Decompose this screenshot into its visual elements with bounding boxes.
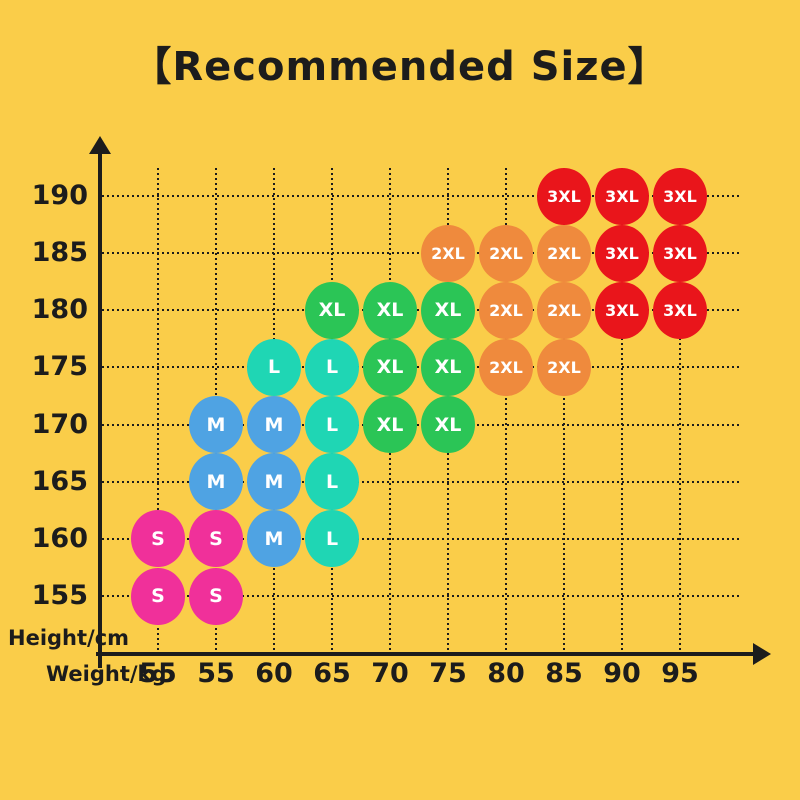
- height-axis-label: Height/cm: [8, 626, 130, 650]
- y-axis-arrowhead: [89, 136, 111, 154]
- y-tick-label: 190: [31, 180, 88, 211]
- x-tick-label: 90: [603, 658, 641, 689]
- chart-title: 【Recommended Size】: [131, 44, 669, 90]
- x-tick-label: 60: [255, 658, 293, 689]
- y-tick-label: 175: [31, 351, 88, 383]
- size-bubble: L: [247, 338, 301, 396]
- size-bubble: L: [305, 338, 359, 396]
- x-tick-label: 80: [487, 658, 525, 689]
- size-bubble: L: [305, 453, 359, 511]
- size-bubble: XL: [305, 281, 359, 339]
- y-tick-label: 180: [31, 294, 88, 326]
- y-tick-label: 185: [31, 237, 88, 269]
- x-tick-label: 70: [371, 658, 409, 689]
- size-bubble: 3XL: [653, 281, 707, 339]
- size-bubble: XL: [421, 396, 475, 454]
- y-axis: [98, 146, 102, 668]
- size-bubble: XL: [421, 281, 475, 339]
- size-bubble: 2XL: [537, 224, 591, 282]
- size-bubble: 3XL: [595, 167, 649, 225]
- size-bubble: XL: [421, 338, 475, 396]
- size-bubble: L: [305, 510, 359, 568]
- x-tick-label: 85: [545, 658, 583, 689]
- size-bubble: L: [305, 396, 359, 454]
- size-bubble: 2XL: [479, 281, 533, 339]
- size-bubble: M: [189, 396, 243, 454]
- size-bubble: 2XL: [479, 224, 533, 282]
- size-bubble: S: [131, 567, 185, 625]
- size-bubble: M: [247, 510, 301, 568]
- x-axis-arrowhead: [753, 643, 771, 665]
- x-tick-label: 75: [429, 658, 467, 689]
- size-bubble: M: [189, 453, 243, 511]
- size-bubble: S: [189, 510, 243, 568]
- size-bubble: 2XL: [537, 338, 591, 396]
- y-tick-label: 170: [31, 408, 88, 440]
- weight-axis-label: Weight/kg: [46, 662, 167, 686]
- size-bubble: S: [131, 510, 185, 568]
- size-bubble: XL: [363, 338, 417, 396]
- x-tick-label: 95: [661, 658, 699, 689]
- size-bubble: 3XL: [653, 167, 707, 225]
- x-axis: [96, 652, 754, 656]
- x-tick-label: 55: [197, 658, 235, 689]
- size-bubble: 2XL: [421, 224, 475, 282]
- x-tick-label: 55: [139, 658, 177, 689]
- size-bubble: 3XL: [537, 167, 591, 225]
- size-bubble: XL: [363, 281, 417, 339]
- size-bubble: M: [247, 396, 301, 454]
- y-tick-label: 165: [31, 465, 88, 497]
- size-bubble: 3XL: [653, 224, 707, 282]
- size-bubble: 2XL: [537, 281, 591, 339]
- size-bubble: 2XL: [479, 338, 533, 396]
- size-bubble: 3XL: [595, 281, 649, 339]
- size-bubble: XL: [363, 396, 417, 454]
- y-tick-label: 160: [31, 522, 88, 554]
- x-tick-label: 65: [313, 658, 351, 689]
- size-bubble: S: [189, 567, 243, 625]
- size-bubble: 3XL: [595, 224, 649, 282]
- y-tick-label: 155: [31, 580, 88, 612]
- size-bubble: M: [247, 453, 301, 511]
